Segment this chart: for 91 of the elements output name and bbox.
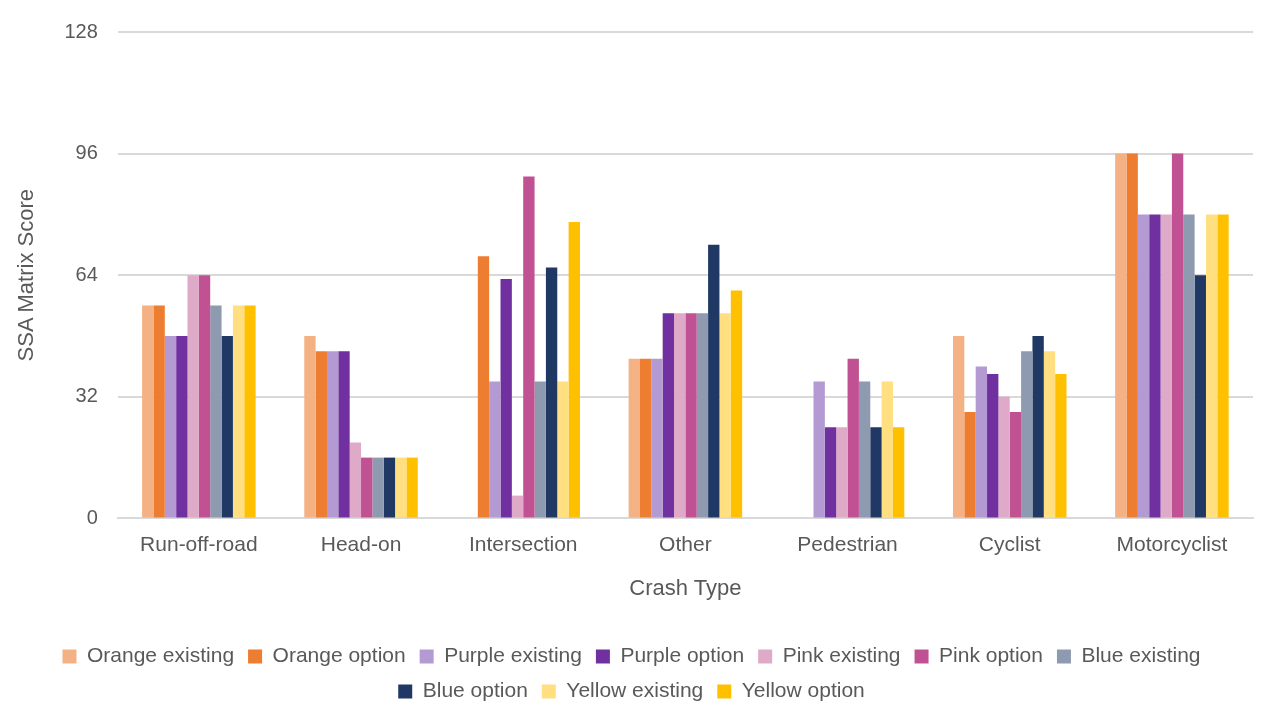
bar — [639, 358, 652, 518]
bar — [1205, 214, 1218, 518]
bar — [477, 256, 490, 518]
y-tick-label: 128 — [64, 19, 98, 42]
legend-label: Pink option — [939, 643, 1043, 667]
bar — [198, 275, 211, 518]
legend-label: Yellow option — [741, 678, 865, 702]
x-tick-label: Other — [659, 531, 712, 555]
bar — [628, 358, 640, 518]
bar — [338, 351, 350, 518]
x-tick-label: Head-on — [320, 531, 402, 555]
legend-label: Orange option — [272, 643, 406, 667]
legend-label: Blue option — [422, 678, 528, 702]
bar — [557, 381, 569, 518]
y-tick-label: 96 — [75, 141, 98, 164]
bar — [511, 495, 524, 518]
bar — [824, 427, 837, 518]
bar — [892, 427, 905, 518]
x-tick-label: Run-off-road — [140, 531, 258, 555]
bar — [1115, 153, 1127, 518]
legend-label: Blue existing — [1081, 643, 1201, 667]
bar — [1217, 214, 1229, 518]
bar — [651, 358, 663, 518]
bar — [395, 457, 407, 518]
bar — [349, 442, 362, 518]
bar — [662, 313, 675, 518]
bar — [164, 336, 177, 518]
bar — [187, 275, 199, 518]
bar — [881, 381, 893, 518]
x-tick-label: Cyclist — [978, 531, 1041, 555]
bar — [870, 427, 882, 518]
bar — [998, 396, 1010, 518]
y-tick-label: 0 — [86, 505, 98, 528]
bar — [210, 305, 222, 518]
bar — [1183, 214, 1195, 518]
bar — [1137, 214, 1150, 518]
bar — [406, 457, 418, 518]
y-axis-title: SSA Matrix Score — [13, 189, 39, 362]
bar — [545, 267, 558, 518]
bar — [1055, 374, 1067, 518]
bar — [1160, 214, 1172, 518]
bar — [730, 290, 743, 518]
bar — [1171, 153, 1184, 518]
bar — [304, 336, 316, 518]
legend-label: Yellow existing — [566, 678, 704, 702]
bar — [1009, 412, 1022, 518]
y-tick-label: 32 — [75, 384, 98, 407]
x-axis-title: Crash Type — [629, 574, 742, 600]
bar — [685, 313, 697, 518]
bar — [847, 358, 859, 518]
x-tick-label: Pedestrian — [797, 531, 898, 555]
bar — [1149, 214, 1161, 518]
bar — [708, 244, 720, 518]
bar — [696, 313, 709, 518]
bar — [964, 412, 976, 518]
bar — [1126, 153, 1138, 518]
bar — [176, 336, 188, 518]
bar — [153, 305, 165, 518]
bar — [1021, 351, 1033, 518]
bar — [858, 381, 871, 518]
bar — [674, 313, 686, 518]
legend-label: Purple option — [620, 643, 745, 667]
bar — [813, 381, 825, 518]
bar — [221, 336, 233, 518]
bar — [244, 305, 256, 518]
y-tick-label: 64 — [75, 262, 98, 285]
bar — [1043, 351, 1056, 518]
bar — [1032, 336, 1044, 518]
bar — [372, 457, 384, 518]
bar — [326, 351, 339, 518]
legend-label: Orange existing — [86, 643, 235, 667]
bar — [383, 457, 396, 518]
bar — [952, 336, 965, 518]
bar — [142, 305, 154, 518]
bar — [361, 457, 373, 518]
bar — [975, 366, 988, 518]
bar — [500, 279, 512, 518]
x-tick-label: Intersection — [468, 531, 578, 555]
bar — [1194, 275, 1206, 518]
legend-label: Purple existing — [444, 643, 582, 667]
legend-label: Pink existing — [782, 643, 901, 667]
x-tick-label: Motorcyclist — [1116, 531, 1228, 555]
bar — [568, 222, 580, 518]
bar — [534, 381, 546, 518]
bar — [232, 305, 245, 518]
bar — [315, 351, 327, 518]
bar — [489, 381, 501, 518]
bar — [523, 176, 535, 518]
bar — [987, 374, 999, 518]
bar — [836, 427, 848, 518]
bar — [719, 313, 731, 518]
